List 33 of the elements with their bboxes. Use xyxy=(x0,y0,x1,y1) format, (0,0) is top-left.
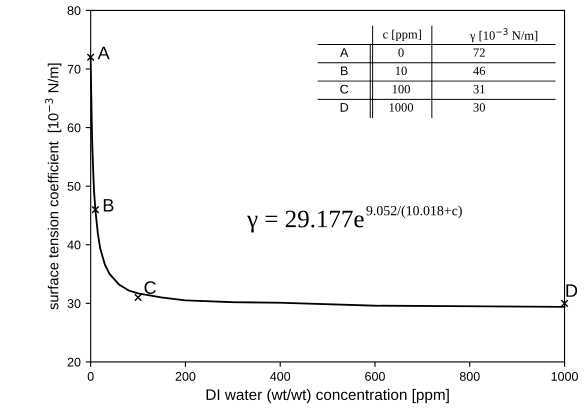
x-tick-label: 200 xyxy=(176,372,196,381)
annotation: D xyxy=(566,284,578,297)
y-axis-title: surface tension coefficient [10$^{−3}$ N/m] xyxy=(45,64,62,310)
annotation: A xyxy=(340,48,348,57)
annotation: c [ppm] xyxy=(383,30,421,42)
annotation: 100 xyxy=(392,84,410,94)
x-axis-title: DI water (wt/wt) concentration [ppm] xyxy=(206,388,449,404)
y-tick-label: 70 xyxy=(68,64,80,74)
annotation: 0 xyxy=(398,48,404,57)
annotation: γ [10$^{−3}$ N/m] xyxy=(470,28,538,42)
annotation: 30 xyxy=(474,103,486,112)
annotation: B xyxy=(104,199,114,212)
annotation: C xyxy=(144,281,156,294)
x-tick-label: 600 xyxy=(365,372,385,381)
y-tick-label: 30 xyxy=(68,299,80,308)
y-tick-label: 50 xyxy=(68,182,80,191)
annotation: A xyxy=(98,46,110,60)
annotation: 46 xyxy=(473,66,486,76)
annotation: 1000 xyxy=(390,103,414,112)
x-tick-label: 0 xyxy=(88,372,94,381)
annotation: 31 xyxy=(474,84,485,94)
y-tick-label: 80 xyxy=(68,6,80,16)
annotation: 72 xyxy=(474,48,485,57)
y-tick-label: 40 xyxy=(67,240,80,250)
annotation: D xyxy=(340,103,348,112)
annotation: 10 xyxy=(396,66,407,76)
annotation: C xyxy=(340,84,348,94)
y-tick-label: 20 xyxy=(68,358,80,367)
annotation: B xyxy=(341,66,348,76)
x-tick-label: 800 xyxy=(460,372,480,381)
x-tick-label: 1000 xyxy=(552,372,578,381)
x-tick-label: 400 xyxy=(270,372,290,381)
y-tick-label: 60 xyxy=(68,123,80,132)
